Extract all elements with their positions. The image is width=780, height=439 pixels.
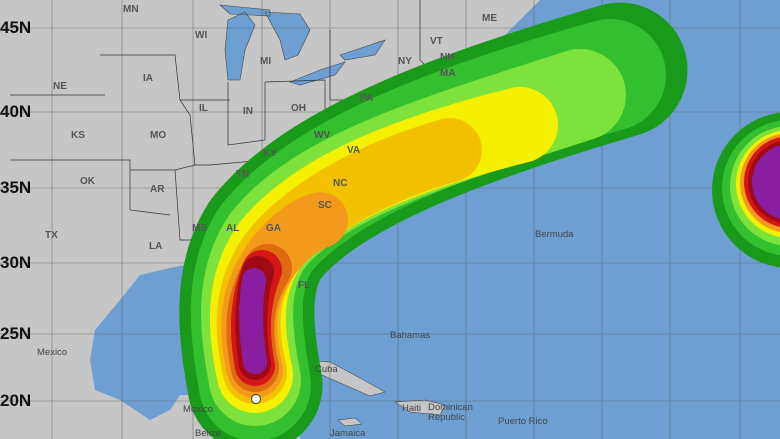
state-label: TN: [236, 169, 250, 180]
state-label: TX: [45, 230, 58, 241]
state-label: LA: [149, 241, 163, 252]
lat-label-45n: 45N: [0, 18, 32, 37]
swath-level-10: [239, 268, 267, 374]
state-label: OH: [291, 103, 306, 114]
second-storm-swath: [712, 112, 780, 268]
place-label: Dominican Republic: [428, 402, 473, 423]
place-label: Puerto Rico: [498, 416, 548, 427]
state-label: AR: [150, 184, 165, 195]
place-label: Haiti: [402, 403, 422, 414]
place-label: Bahamas: [390, 330, 431, 341]
place-label: Belize: [195, 428, 221, 439]
state-label: PA: [360, 93, 374, 104]
storm-center-marker: [251, 394, 261, 404]
state-label: WI: [195, 30, 208, 41]
lat-label-25n: 25N: [0, 324, 32, 343]
state-label: MN: [123, 4, 139, 15]
lat-label-30n: 30N: [0, 253, 32, 272]
state-label: FL: [298, 280, 311, 291]
state-label: OK: [80, 176, 95, 187]
state-label: MO: [150, 130, 167, 141]
place-label: Mexico: [37, 347, 68, 358]
state-label: VT: [430, 36, 443, 47]
lat-label-20n: 20N: [0, 391, 32, 410]
state-label: IA: [143, 73, 153, 84]
state-label: VA: [347, 145, 361, 156]
state-label: IN: [243, 106, 253, 117]
lat-label-35n: 35N: [0, 178, 32, 197]
place-label: Jamaica: [330, 428, 366, 439]
state-label: NY: [398, 56, 412, 67]
state-label: KS: [71, 130, 85, 141]
place-label: Mexico: [183, 404, 214, 415]
state-label: MS: [192, 223, 207, 234]
state-label: NE: [53, 81, 67, 92]
wind-probability-swath: [179, 2, 688, 439]
place-label: Cuba: [315, 364, 338, 375]
state-label: ME: [482, 13, 497, 24]
state-label: GA: [266, 223, 281, 234]
state-label: WV: [314, 130, 331, 141]
state-label: AL: [226, 223, 240, 234]
jamaica: [337, 417, 363, 427]
state-label: MI: [260, 56, 272, 67]
state-label: SC: [318, 200, 332, 211]
place-label: Bermuda: [535, 229, 574, 240]
state-label: IL: [199, 103, 208, 114]
state-label: KY: [263, 148, 277, 159]
state-label: NC: [333, 178, 348, 189]
state-label: MA: [440, 68, 456, 79]
state-label: NH: [440, 52, 455, 63]
hispaniola: [394, 399, 446, 416]
great-lakes: [219, 4, 386, 86]
lat-label-40n: 40N: [0, 102, 32, 121]
